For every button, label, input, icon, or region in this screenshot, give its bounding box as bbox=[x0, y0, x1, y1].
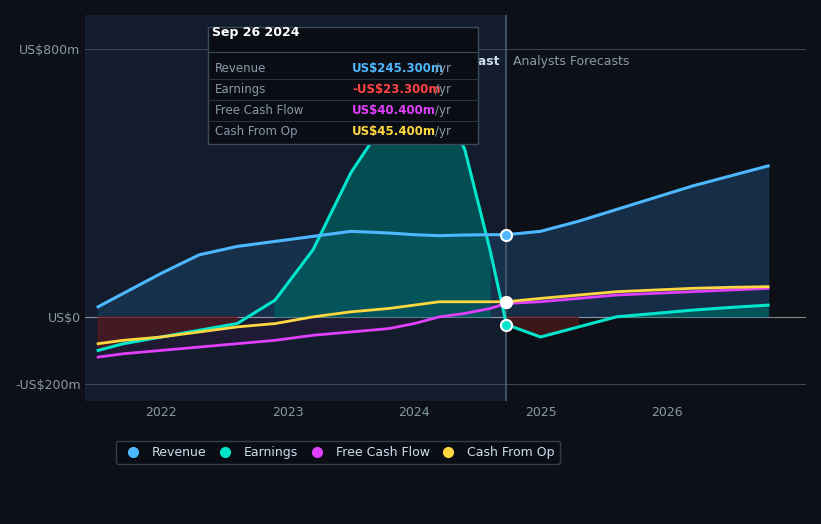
Text: Earnings: Earnings bbox=[215, 83, 267, 96]
Text: Revenue: Revenue bbox=[215, 61, 267, 74]
Legend: Revenue, Earnings, Free Cash Flow, Cash From Op: Revenue, Earnings, Free Cash Flow, Cash … bbox=[116, 441, 560, 464]
Text: US$245.300m: US$245.300m bbox=[352, 61, 444, 74]
Text: /yr: /yr bbox=[435, 104, 451, 117]
Text: Past: Past bbox=[470, 55, 500, 68]
Text: /yr: /yr bbox=[435, 61, 451, 74]
Text: -US$23.300m: -US$23.300m bbox=[352, 83, 441, 96]
FancyBboxPatch shape bbox=[208, 27, 478, 144]
Bar bbox=[507, 15, 806, 401]
Text: /yr: /yr bbox=[435, 125, 451, 138]
Text: US$45.400m: US$45.400m bbox=[352, 125, 436, 138]
Bar bbox=[85, 15, 507, 401]
Text: /yr: /yr bbox=[435, 83, 451, 96]
Text: Free Cash Flow: Free Cash Flow bbox=[215, 104, 304, 117]
Text: Analysts Forecasts: Analysts Forecasts bbox=[513, 55, 629, 68]
Text: Cash From Op: Cash From Op bbox=[215, 125, 298, 138]
Text: US$40.400m: US$40.400m bbox=[352, 104, 436, 117]
Text: Sep 26 2024: Sep 26 2024 bbox=[212, 26, 299, 39]
